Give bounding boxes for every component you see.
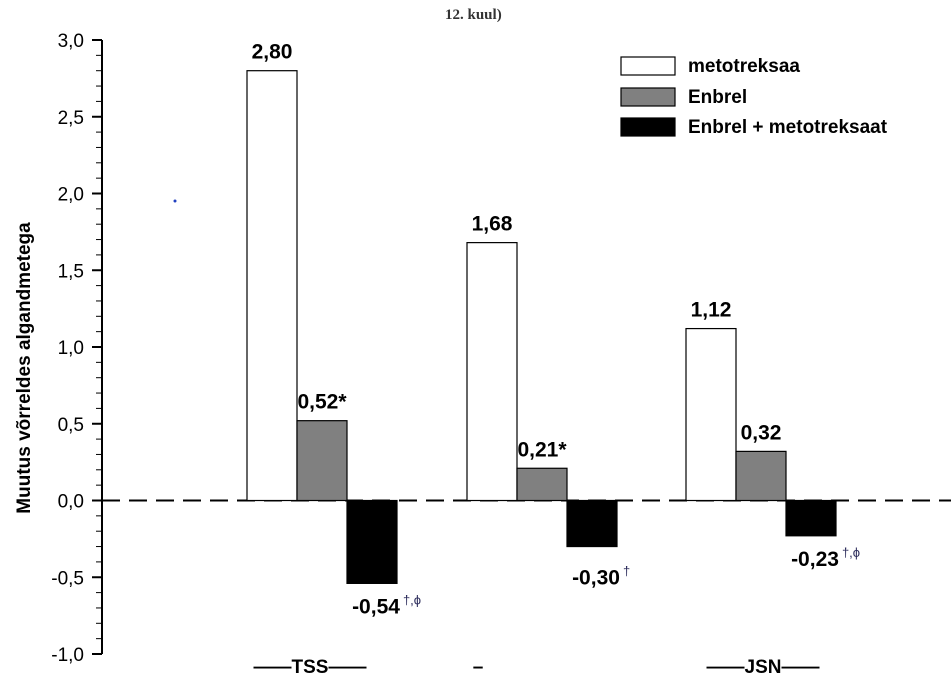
legend-label: metotreksaa	[688, 56, 800, 77]
y-tick-label: 0,0	[58, 492, 84, 513]
bar-0-2	[685, 327, 737, 502]
data-label: 0,52*	[297, 391, 347, 414]
data-label: 0,32	[741, 421, 782, 444]
significance-mark: †,ϕ	[842, 545, 860, 560]
legend-swatch	[620, 117, 676, 137]
y-tick-label: 1,5	[58, 261, 84, 282]
bar-1-2	[735, 450, 787, 502]
category-labels: ——TSS—— – ——JSN——	[254, 657, 820, 678]
data-label: 2,80	[252, 41, 293, 64]
chart-title-fragment: 12. kuul)	[445, 7, 502, 23]
legend-label: Enbrel	[688, 87, 747, 108]
bar-1-0	[296, 420, 348, 502]
significance-mark: †,ϕ	[403, 592, 421, 607]
data-label: 0,21*	[517, 438, 567, 461]
y-tick-label: 2,5	[58, 108, 84, 129]
category-label: ——JSN——	[707, 657, 820, 678]
bar-2-2	[785, 499, 837, 537]
bar-0-1	[466, 242, 518, 502]
y-tick-label: 3,0	[58, 31, 84, 52]
significance-mark: †	[623, 564, 630, 579]
y-tick-label: 0,5	[58, 415, 84, 436]
data-label: 1,68	[472, 213, 513, 236]
bar-2-0	[346, 499, 398, 584]
y-tick-label: -1,0	[51, 645, 84, 666]
y-axis-label: Muutus võrreldes algandmetega	[14, 222, 35, 514]
data-label: -0,23	[791, 548, 839, 571]
category-label: ——TSS——	[254, 657, 367, 678]
stray-dot	[173, 199, 177, 203]
legend-swatch	[620, 56, 676, 76]
data-labels: 2,801,681,120,52*0,21*0,32-0,54 †,ϕ-0,30 †…	[252, 41, 861, 619]
data-label: -0,54	[352, 595, 400, 618]
category-label: –	[473, 657, 484, 678]
bar-0-0	[246, 70, 298, 502]
bar-2-1	[566, 499, 618, 548]
y-tick-label: -0,5	[51, 568, 84, 589]
data-label: 1,12	[691, 299, 732, 322]
bar-1-1	[516, 467, 568, 502]
data-label: -0,30	[572, 567, 620, 590]
legend-label: Enbrel + metotreksaat	[688, 117, 888, 138]
legend: metotreksaa Enbrel Enbrel + metotreksaat	[620, 56, 888, 138]
y-tick-label: 2,0	[58, 185, 84, 206]
legend-swatch	[620, 87, 676, 107]
y-tick-label: 1,0	[58, 338, 84, 359]
bars	[246, 70, 837, 584]
